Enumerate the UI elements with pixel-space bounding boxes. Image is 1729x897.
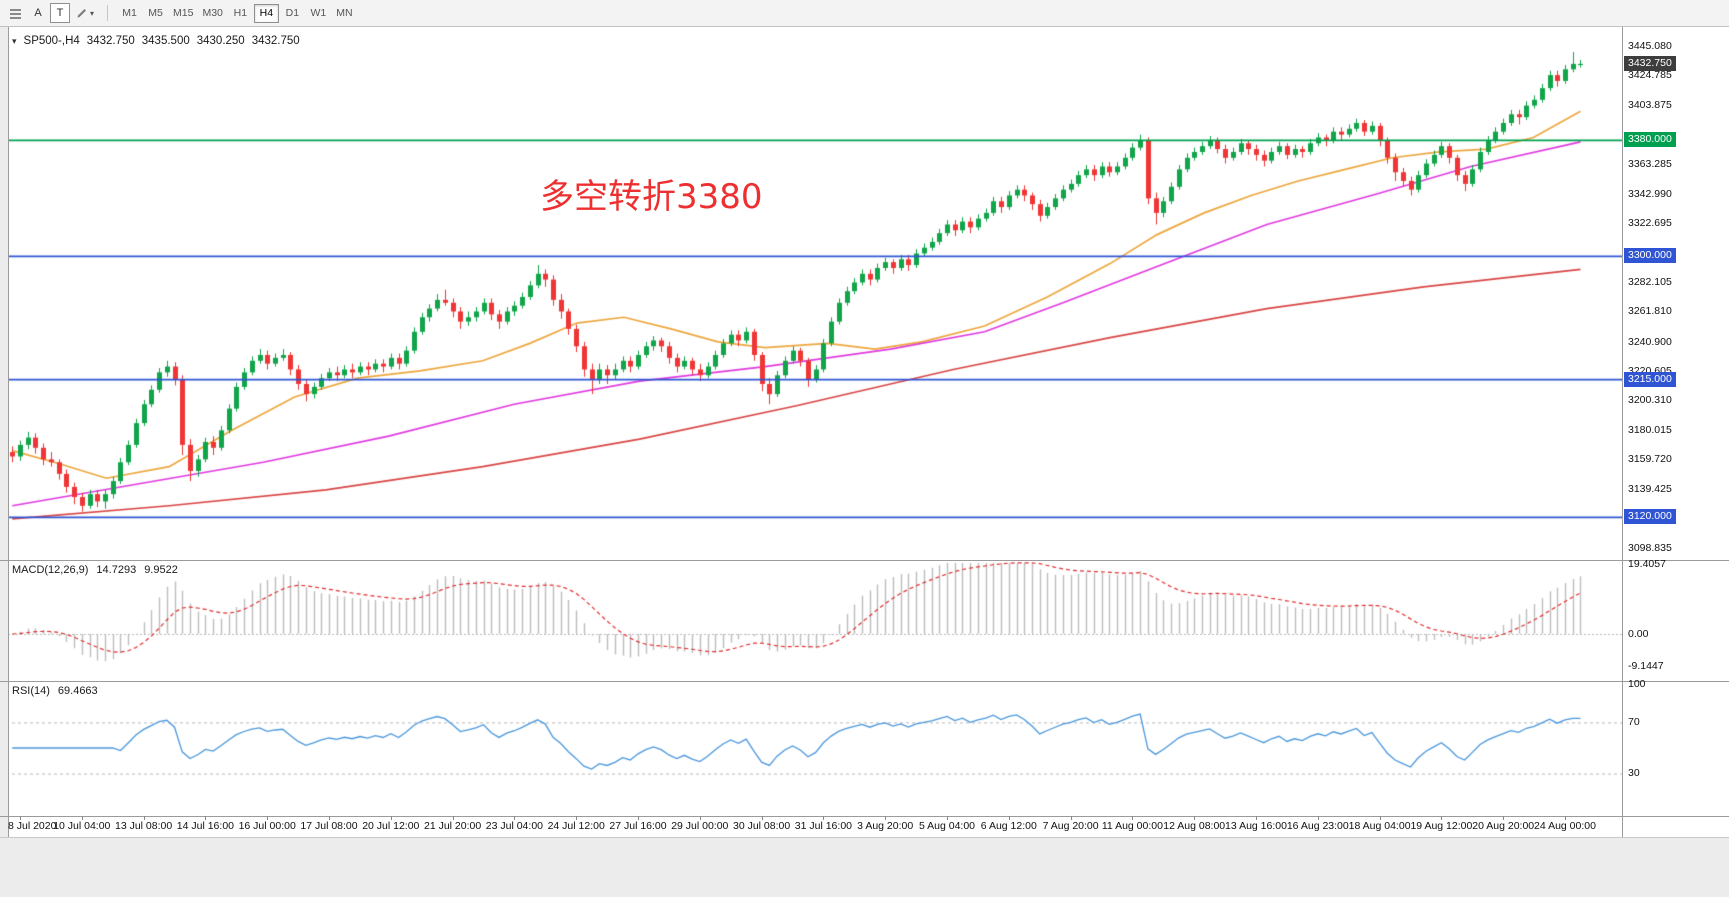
time-scale-label: 29 Jul 00:00	[671, 820, 729, 832]
text-tool-button[interactable]: T	[50, 3, 70, 23]
price-scale-label: 3180.015	[1628, 423, 1672, 436]
chevron-down-icon: ▾	[90, 8, 95, 18]
time-scale-label: 5 Aug 04:00	[918, 820, 976, 832]
price-scale-label: 3240.900	[1628, 335, 1672, 348]
time-scale-label: 8 Jul 2020	[8, 820, 57, 832]
chart-left-border	[8, 27, 9, 838]
price-scale-label: 3200.310	[1628, 394, 1672, 407]
timeframe-H1[interactable]: H1	[228, 4, 253, 23]
pane-separator-rsi[interactable]	[0, 681, 1729, 682]
macd-label: MACD(12,26,9) 14.7293 9.9522	[12, 564, 178, 576]
timeframe-M15[interactable]: M15	[169, 4, 197, 23]
macd-signal-value: 9.9522	[144, 564, 178, 576]
main-chart-canvas[interactable]	[0, 27, 1622, 560]
level-price-tag: 3215.000	[1624, 371, 1676, 387]
chart-bottom-border	[0, 837, 1729, 838]
ohlc-high: 3435.500	[141, 35, 190, 47]
macd-scale-label: 0.00	[1628, 627, 1649, 640]
timeframe-M1[interactable]: M1	[117, 4, 142, 23]
symbol-name: SP500-,H4	[23, 35, 80, 47]
rsi-scale-label: 100	[1628, 677, 1646, 690]
time-scale-label: 24 Aug 00:00	[1534, 820, 1596, 832]
time-scale-label: 20 Jul 12:00	[362, 820, 420, 832]
time-scale-label: 27 Jul 16:00	[609, 820, 667, 832]
time-scale-label: 10 Jul 04:00	[53, 820, 111, 832]
time-scale-label: 11 Aug 00:00	[1101, 820, 1163, 832]
toolbar-separator	[107, 5, 109, 21]
timeframe-D1[interactable]: D1	[280, 4, 305, 23]
toolbar: A T ▾ M1 M5 M15 M30 H1 H4 D1 W1 MN	[0, 0, 1729, 27]
price-scale-label: 3342.990	[1628, 187, 1672, 200]
time-scale-label: 18 Aug 04:00	[1348, 820, 1411, 832]
macd-canvas[interactable]	[0, 561, 1622, 681]
time-scale-label: 21 Jul 20:00	[423, 820, 482, 832]
price-scale-label: 3403.875	[1628, 99, 1672, 112]
time-scale-label: 19 Aug 12:00	[1410, 820, 1473, 832]
level-price-tag: 3380.000	[1624, 132, 1676, 148]
time-scale-border	[0, 816, 1729, 817]
ohlc-open: 3432.750	[86, 35, 135, 47]
time-scale-label: 12 Aug 08:00	[1163, 820, 1226, 832]
ohlc-low: 3430.250	[196, 35, 245, 47]
expand-triangle-icon[interactable]: ▾	[12, 35, 17, 46]
level-price-tag: 3120.000	[1624, 509, 1676, 525]
time-scale-label: 16 Aug 23:00	[1286, 820, 1349, 832]
rsi-scale-label: 30	[1628, 767, 1640, 780]
rsi-value: 69.4663	[57, 685, 98, 697]
pencil-icon	[77, 9, 86, 18]
time-scale-label: 17 Jul 08:00	[300, 820, 358, 832]
timeframe-group: M1 M5 M15 M30 H1 H4 D1 W1 MN	[117, 3, 357, 23]
price-scale-label: 3445.080	[1628, 39, 1672, 52]
level-price-tag: 3300.000	[1624, 248, 1676, 264]
timeframe-M5[interactable]: M5	[143, 4, 168, 23]
pane-separator-macd[interactable]	[0, 560, 1729, 561]
time-scale-label: 31 Jul 16:00	[794, 820, 852, 832]
symbol-info: ▾ SP500-,H4 3432.750 3435.500 3430.250 3…	[12, 35, 300, 47]
price-scale-label: 3098.835	[1628, 541, 1672, 554]
draw-tool-button[interactable]: ▾	[72, 3, 98, 23]
chart-left-margin	[0, 27, 8, 838]
rsi-canvas[interactable]	[0, 682, 1622, 816]
price-scale-label: 3261.810	[1628, 305, 1672, 318]
ohlc-close: 3432.750	[251, 35, 300, 47]
chart-windows-button[interactable]	[5, 3, 26, 23]
time-scale-label: 24 Jul 12:00	[547, 820, 605, 832]
macd-main-value: 14.7293	[96, 564, 137, 576]
macd-scale-label: -9.1447	[1628, 660, 1664, 673]
rsi-name: RSI(14)	[12, 685, 50, 697]
time-scale-label: 13 Aug 16:00	[1225, 820, 1287, 832]
time-scale-label: 3 Aug 20:00	[857, 820, 914, 832]
time-scale-label: 6 Aug 12:00	[980, 820, 1037, 832]
rsi-label: RSI(14) 69.4663	[12, 685, 98, 697]
time-scale-label: 20 Aug 20:00	[1472, 820, 1535, 832]
chart-annotation-text: 多空转折3380	[540, 177, 763, 217]
macd-name: MACD(12,26,9)	[12, 564, 89, 576]
time-scale-label: 16 Jul 00:00	[238, 820, 296, 832]
current-price-tag: 3432.750	[1624, 55, 1676, 71]
price-scale-border	[1622, 27, 1623, 838]
price-scale-label: 3282.105	[1628, 275, 1672, 288]
timeframe-W1[interactable]: W1	[306, 4, 331, 23]
price-scale-label: 3363.285	[1628, 158, 1672, 171]
timeframe-H4[interactable]: H4	[253, 3, 279, 23]
cursor-tool-button[interactable]: A	[28, 3, 48, 23]
timeframe-MN[interactable]: MN	[332, 4, 357, 23]
price-scale-label: 3322.695	[1628, 216, 1672, 229]
chart-area: ▾ SP500-,H4 3432.750 3435.500 3430.250 3…	[0, 27, 1729, 838]
grid-icon	[10, 8, 21, 19]
timeframe-M30[interactable]: M30	[198, 4, 226, 23]
time-scale-label: 13 Jul 08:00	[114, 820, 173, 832]
time-scale-label: 14 Jul 16:00	[176, 820, 234, 832]
time-scale-label: 7 Aug 20:00	[1042, 820, 1099, 832]
time-scale-label: 23 Jul 04:00	[485, 820, 543, 832]
rsi-scale-label: 70	[1628, 715, 1640, 728]
time-scale-label: 30 Jul 08:00	[732, 820, 791, 832]
price-scale-label: 3159.720	[1628, 453, 1672, 466]
price-scale-label: 3139.425	[1628, 482, 1672, 495]
